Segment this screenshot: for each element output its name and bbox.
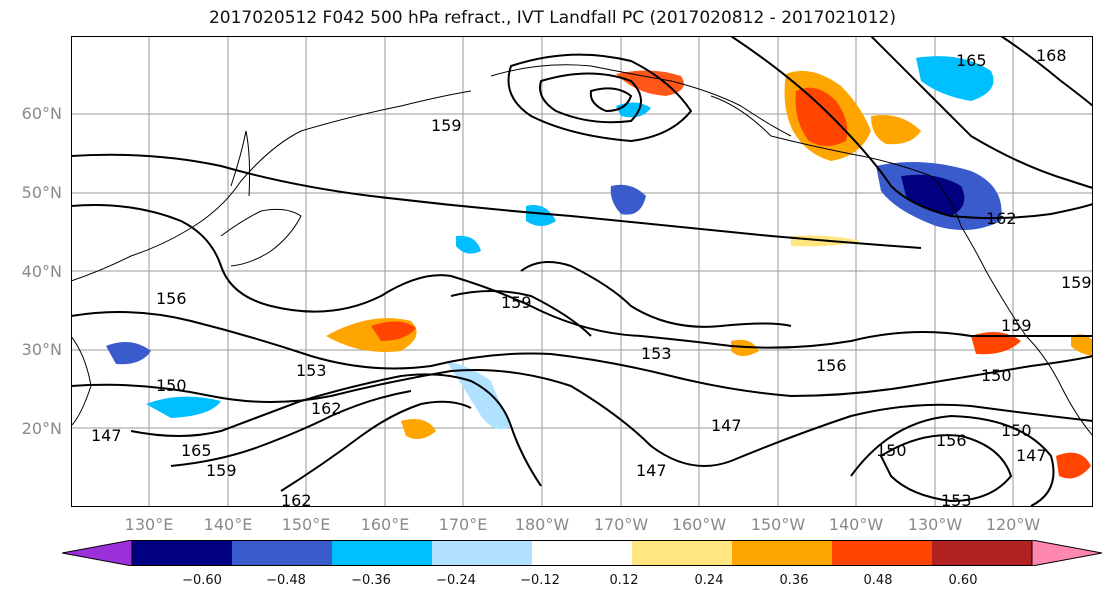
lon-tick-label: 150°W	[750, 515, 806, 534]
colorbar-segment	[832, 540, 933, 566]
contour-label: 159	[501, 293, 532, 312]
height-contours	[71, 36, 1093, 507]
colorbar-segment	[432, 540, 533, 566]
contour-label: 150	[1001, 421, 1032, 440]
contour-label: 162	[311, 399, 342, 418]
colorbar-segment	[332, 540, 433, 566]
contour-label: 150	[156, 376, 187, 395]
colorbar-tick-label: 0.24	[694, 573, 724, 588]
lon-tick-label: 120°W	[985, 515, 1041, 534]
contour-label: 159	[206, 461, 237, 480]
contour-label: 153	[641, 344, 672, 363]
colorbar-extension-high	[1031, 540, 1102, 566]
contour-label: 147	[711, 416, 742, 435]
contour-label: 147	[91, 426, 122, 445]
contour-label: 162	[986, 209, 1017, 228]
lon-tick-label: 160°E	[360, 515, 410, 534]
colorbar-extension-low	[62, 540, 133, 566]
colorbar-segment	[132, 540, 233, 566]
lat-tick-label: 60°N	[21, 104, 62, 123]
lat-tick-label: 40°N	[21, 262, 62, 281]
contour-labels: 165 168 159 162 156 159 159 153 150 153 …	[91, 46, 1092, 507]
coastlines	[71, 36, 1093, 507]
map-title: 2017020512 F042 500 hPa refract., IVT La…	[208, 8, 896, 28]
colorbar-segment	[532, 540, 633, 566]
lon-tick-label: 150°E	[281, 515, 331, 534]
shaded-fields	[106, 56, 1093, 479]
colorbar-segment	[632, 540, 733, 566]
lon-tick-label: 140°E	[203, 515, 253, 534]
colorbar-tick-label: −0.24	[436, 573, 476, 588]
contour-label: 156	[816, 356, 847, 375]
contour-label: 159	[1061, 273, 1092, 292]
colorbar-tick-label: 0.60	[948, 573, 978, 588]
contour-label: 153	[296, 361, 327, 380]
colorbar-tick-label: 0.12	[609, 573, 639, 588]
contour-label: 153	[941, 491, 972, 507]
contour-label: 168	[1036, 46, 1067, 65]
map-panel: 165 168 159 162 156 159 159 153 150 153 …	[71, 36, 1093, 507]
contour-label: 165	[956, 51, 987, 70]
lon-tick-label: 140°W	[828, 515, 884, 534]
contour-label: 147	[636, 461, 667, 480]
lon-tick-label: 170°W	[593, 515, 649, 534]
colorbar-segment	[732, 540, 833, 566]
contour-label: 159	[1001, 316, 1032, 335]
lon-tick-label: 130°E	[124, 515, 174, 534]
lat-tick-label: 50°N	[21, 183, 62, 202]
lat-tick-label: 30°N	[21, 340, 62, 359]
contour-label: 150	[876, 441, 907, 460]
contour-label: 159	[431, 116, 462, 135]
lat-tick-label: 20°N	[21, 419, 62, 438]
contour-label: 165	[181, 441, 212, 460]
colorbar-segment	[232, 540, 333, 566]
colorbar	[62, 540, 1102, 566]
contour-label: 150	[981, 366, 1012, 385]
colorbar-outline	[131, 540, 1033, 566]
colorbar-tick-label: 0.36	[779, 573, 809, 588]
contour-label: 162	[281, 491, 312, 507]
colorbar-tick-label: −0.60	[182, 573, 222, 588]
colorbar-tick-label: 0.48	[863, 573, 893, 588]
contour-label: 156	[156, 289, 187, 308]
colorbar-segment	[932, 540, 1033, 566]
lon-tick-label: 160°W	[671, 515, 727, 534]
contour-label: 156	[936, 431, 967, 450]
lon-tick-label: 170°E	[438, 515, 488, 534]
lon-tick-label: 130°W	[907, 515, 963, 534]
colorbar-tick-label: −0.36	[351, 573, 391, 588]
lon-tick-label: 180°W	[514, 515, 570, 534]
colorbar-tick-label: −0.12	[520, 573, 560, 588]
colorbar-tick-label: −0.48	[266, 573, 306, 588]
contour-label: 147	[1016, 446, 1047, 465]
